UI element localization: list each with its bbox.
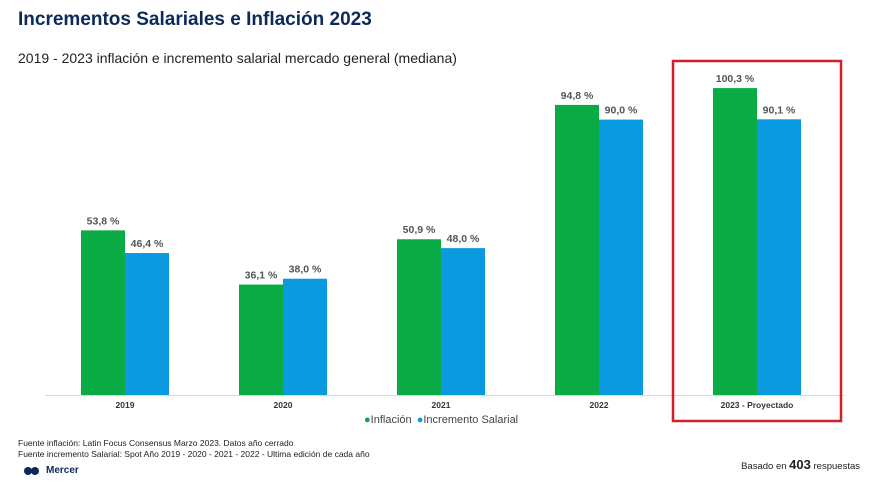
bar-inflation-2: [397, 239, 441, 395]
bar-salary-2: [441, 248, 485, 395]
bar-salary-1: [283, 278, 327, 395]
data-label-salary-1: 38,0 %: [289, 264, 322, 276]
sources-note: Fuente inflación: Latin Focus Consensus …: [18, 438, 370, 460]
category-label-4: 2023 - Proyectado: [721, 400, 794, 410]
bar-salary-0: [125, 253, 169, 395]
mercer-brand: Mercer: [46, 465, 79, 476]
legend-marker-inflation: ●: [364, 414, 371, 426]
chart-subtitle: 2019 - 2023 inflación e incremento salar…: [18, 50, 457, 66]
bar-inflation-3: [555, 104, 599, 396]
bar-salary-4: [757, 119, 801, 395]
legend-marker-salary: ●: [416, 414, 424, 426]
data-label-inflation-0: 53,8 %: [87, 215, 120, 227]
highlight-box: [671, 59, 843, 423]
data-label-salary-3: 90,0 %: [605, 105, 638, 117]
respondents-prefix: Basado en: [741, 461, 787, 472]
legend-item-inflation: ●Inflación: [364, 414, 412, 426]
category-label-0: 2019: [116, 400, 135, 410]
source-inflation: Fuente inflación: Latin Focus Consensus …: [18, 438, 294, 448]
bar-inflation-0: [81, 230, 125, 395]
data-label-inflation-2: 50,9 %: [403, 224, 436, 236]
bar-inflation-1: [239, 284, 283, 395]
data-label-inflation-4: 100,3 %: [716, 73, 755, 85]
data-label-inflation-1: 36,1 %: [245, 270, 278, 282]
respondents-count: 403: [789, 457, 811, 472]
data-label-inflation-3: 94,8 %: [561, 90, 594, 102]
bar-salary-3: [599, 119, 643, 395]
data-label-salary-4: 90,1 %: [763, 104, 796, 116]
chart-title: Incrementos Salariales e Inflación 2023: [18, 9, 372, 30]
mercer-logo-icon: [24, 467, 39, 475]
source-salary: Fuente incremento Salarial: Spot Año 201…: [18, 449, 370, 459]
category-label-1: 2020: [274, 400, 293, 410]
chart-legend: ●Inflación ●Incremento Salarial: [364, 414, 520, 426]
respondents-suffix: respuestas: [813, 461, 860, 472]
legend-item-salary: ●Incremento Salarial: [417, 414, 518, 426]
respondents-note: Basado en 403 respuestas: [741, 457, 860, 472]
legend-label-inflation: Inflación: [370, 414, 412, 426]
bar-inflation-4: [713, 88, 757, 395]
data-label-salary-2: 48,0 %: [447, 233, 480, 245]
category-label-2: 2021: [432, 400, 451, 410]
legend-label-salary: Incremento Salarial: [423, 414, 519, 426]
category-label-3: 2022: [590, 400, 609, 410]
data-label-salary-0: 46,4 %: [131, 238, 164, 250]
